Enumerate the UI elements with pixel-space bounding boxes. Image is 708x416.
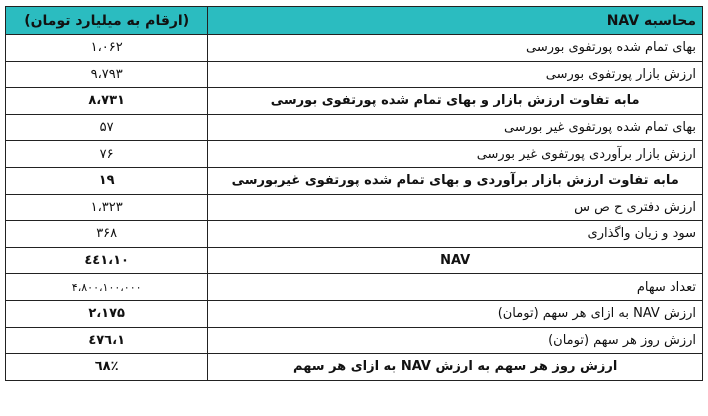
table-row: سود و زیان واگذاری ۳۶۸ <box>4 220 703 248</box>
row-label: ارزش روز هر سهم (تومان) <box>207 326 703 355</box>
table-row: ارزش NAV به ازای هر سهم (تومان) ۲،۱۷۵ <box>4 299 703 328</box>
row-label: بهای تمام شده پورتفوی غیر بورسی <box>207 113 703 142</box>
row-label: ارزش NAV به ازای هر سهم (تومان) <box>207 299 703 328</box>
row-label: ارزش بازار برآوردی پورتفوی غیر بورسی <box>207 140 703 168</box>
row-value: ٦۸٪ <box>4 353 209 381</box>
row-label: NAV <box>207 246 703 275</box>
row-label: ارزش بازار پورتفوی بورسی <box>207 60 703 89</box>
row-label: سود و زیان واگذاری <box>207 220 703 248</box>
row-value: ۲،۱۷۵ <box>4 299 209 328</box>
row-value: ۱،۳۲۳ <box>4 193 209 222</box>
table-row: مابه تفاوت ارزش بازار و بهای تمام شده پو… <box>4 87 703 115</box>
header-title: محاسبه NAV <box>207 6 703 35</box>
row-label: تعداد سهام <box>207 273 703 301</box>
row-value: ۸،۷۳۱ <box>4 87 209 115</box>
row-label: ارزش روز هر سهم به ارزش NAV به ازای هر س… <box>207 353 703 381</box>
row-value: ۳۶۸ <box>4 220 209 248</box>
row-label: مابه تفاوت ارزش بازار و بهای تمام شده پو… <box>207 87 703 115</box>
row-label: بهای تمام شده پورتفوی بورسی <box>207 34 703 62</box>
table-row: بهای تمام شده پورتفوی غیر بورسی ۵۷ <box>4 113 703 142</box>
table-row: ارزش روز هر سهم به ارزش NAV به ازای هر س… <box>4 353 703 381</box>
row-value: ۴،۸۰۰،۱۰۰،۰۰۰ <box>4 273 209 301</box>
nav-calculation-table: محاسبه NAV (ارقام به میلیارد تومان) بهای… <box>4 6 703 381</box>
table-row: تعداد سهام ۴،۸۰۰،۱۰۰،۰۰۰ <box>4 273 703 301</box>
row-value: ۹،۷۹۳ <box>4 60 209 89</box>
row-value: ۵۷ <box>4 113 209 142</box>
header-unit: (ارقام به میلیارد تومان) <box>4 6 209 35</box>
table-row: ارزش دفتری ح ص س ۱،۳۲۳ <box>4 193 703 222</box>
table-row: مابه تفاوت ارزش بازار برآوردی و بهای تما… <box>4 166 703 195</box>
table-row: ارزش روز هر سهم (تومان) ۱،٤۷٦ <box>4 326 703 355</box>
table-header: محاسبه NAV (ارقام به میلیارد تومان) <box>4 6 703 35</box>
table-row: ارزش بازار برآوردی پورتفوی غیر بورسی ۷۶ <box>4 140 703 168</box>
row-value: ۱۹ <box>4 166 209 195</box>
row-label: ارزش دفتری ح ص س <box>207 193 703 222</box>
row-value: ۱۰،٤٤۱ <box>4 246 209 275</box>
row-label: مابه تفاوت ارزش بازار برآوردی و بهای تما… <box>207 166 703 195</box>
row-value: ۱،۰۶۲ <box>4 34 209 62</box>
table-row: ارزش بازار پورتفوی بورسی ۹،۷۹۳ <box>4 60 703 89</box>
row-value: ۷۶ <box>4 140 209 168</box>
table-row-nav: NAV ۱۰،٤٤۱ <box>4 246 703 275</box>
row-value: ۱،٤۷٦ <box>4 326 209 355</box>
table-row: بهای تمام شده پورتفوی بورسی ۱،۰۶۲ <box>4 34 703 62</box>
